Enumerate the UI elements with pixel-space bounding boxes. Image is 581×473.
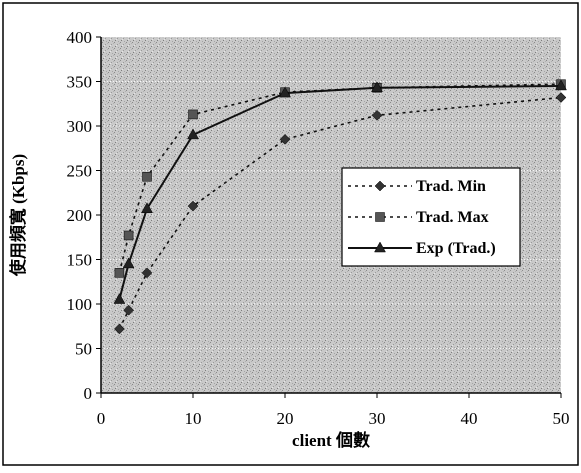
legend-label-exp-trad: Exp (Trad.) [416, 240, 496, 257]
data-point-trad-min [114, 323, 125, 335]
legend-marker-trad-max [375, 212, 385, 222]
legend-marker-exp-trad [374, 241, 386, 253]
legend: Trad. Min Trad. Max Exp (Trad.) [341, 167, 521, 267]
outer-border [2, 2, 579, 466]
data-point-trad-max [142, 171, 152, 182]
data-point-trad-max [123, 230, 134, 241]
data-point-trad-min [279, 133, 291, 145]
y-tick-label: 0 [84, 384, 93, 403]
data-point-trad-min [187, 200, 199, 212]
data-point-exp-trad [122, 257, 135, 269]
x-tick-label: 20 [277, 409, 294, 428]
y-tick-label: 250 [67, 162, 93, 181]
y-tick-label: 50 [75, 340, 92, 359]
data-point-exp-trad [555, 79, 567, 91]
x-tick-label: 30 [369, 409, 386, 428]
data-point-exp-trad [279, 86, 291, 98]
y-tick-label: 100 [67, 295, 93, 314]
data-point-trad-min [555, 92, 567, 103]
y-tick-label: 350 [67, 73, 93, 92]
data-point-exp-trad [113, 293, 126, 304]
y-tick-label: 200 [67, 206, 93, 225]
data-point-trad-max [114, 268, 125, 278]
y-axis-title: 使用頻寬 (Kbps) [8, 154, 28, 277]
legend-label-trad-min: Trad. Min [416, 178, 486, 195]
data-point-trad-min [123, 304, 134, 316]
axes [96, 36, 562, 398]
y-tick-label: 150 [67, 251, 93, 270]
x-tick-label: 50 [553, 409, 570, 428]
data-point-exp-trad [187, 128, 199, 140]
data-point-exp-trad [141, 202, 153, 214]
data-point-exp-trad [371, 81, 383, 92]
x-axis-title: client 個數 [292, 430, 370, 450]
x-tick-label: 0 [97, 409, 106, 428]
data-point-trad-max [188, 109, 198, 120]
series-group [113, 79, 567, 335]
data-point-trad-min [141, 267, 153, 279]
x-tick-label: 40 [461, 409, 478, 428]
legend-label-trad-max: Trad. Max [416, 209, 489, 226]
data-point-trad-min [371, 109, 383, 121]
legend-marker-trad-min [374, 180, 386, 192]
y-tick-label: 300 [67, 117, 93, 136]
y-tick-label: 400 [67, 28, 93, 47]
x-tick-label: 10 [185, 409, 202, 428]
tick-labels: 0 50 100 150 200 250 300 350 400 0 10 20 30 40 50 [67, 28, 570, 428]
